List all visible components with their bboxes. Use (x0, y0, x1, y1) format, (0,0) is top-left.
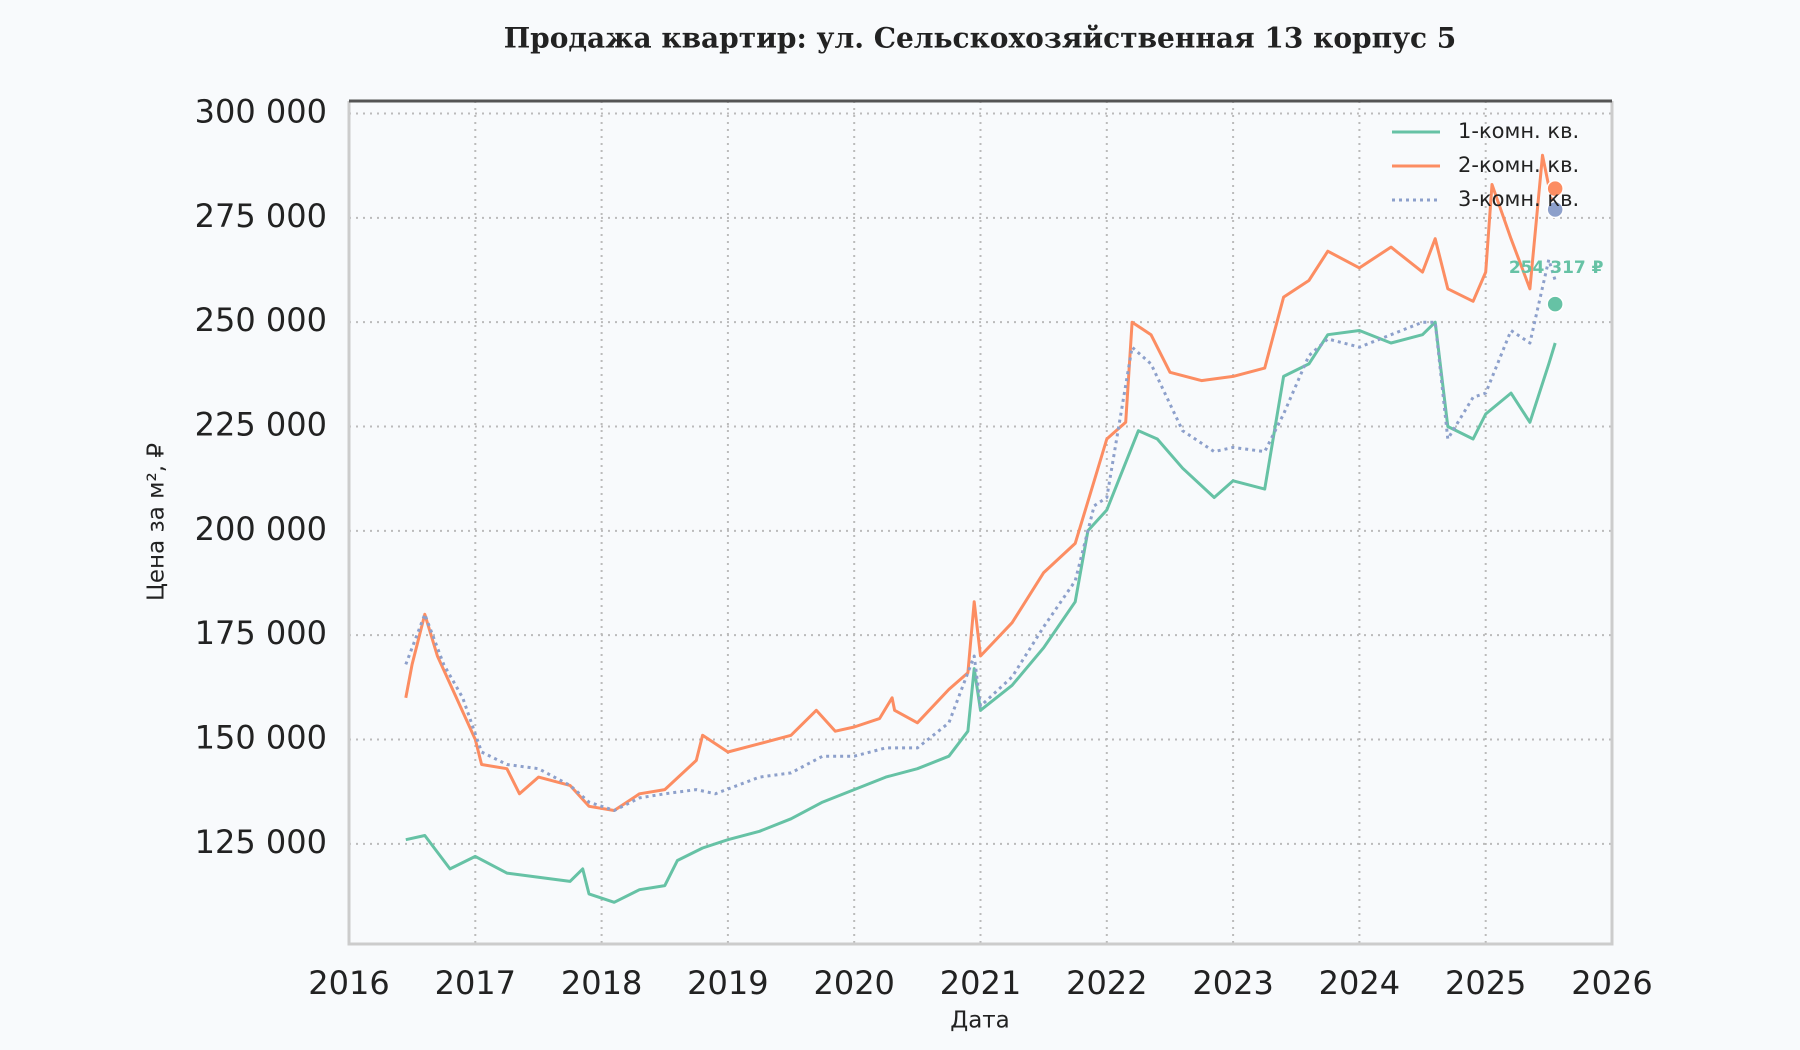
y-tick-label: 200 000 (195, 510, 327, 548)
x-tick-label: 2017 (435, 964, 516, 1002)
x-tick-label: 2022 (1066, 964, 1147, 1002)
end-marker (1546, 200, 1564, 219)
y-tick-label: 225 000 (195, 406, 327, 444)
legend-label: 2-комн. кв. (1458, 153, 1579, 177)
end-marker (1546, 295, 1564, 313)
y-tick-label: 275 000 (195, 197, 327, 235)
annotation: 254 317 ₽ (1509, 258, 1604, 278)
y-tick-label: 150 000 (195, 719, 327, 757)
x-tick-label: 2019 (687, 964, 768, 1002)
x-tick-label: 2026 (1571, 964, 1652, 1002)
y-axis-label: Цена за м², ₽ (144, 443, 170, 601)
series-line (405, 320, 1557, 904)
y-tick-label: 250 000 (195, 301, 327, 339)
x-tick-label: 2024 (1319, 964, 1400, 1002)
chart-title: Продажа квартир: ул. Сельскохозяйственна… (504, 22, 1457, 55)
legend-label: 3-комн. кв. (1458, 187, 1579, 211)
y-tick-label: 300 000 (195, 93, 327, 131)
x-tick-label: 2020 (813, 964, 894, 1002)
series-line (404, 258, 1557, 812)
x-tick-label: 2021 (940, 964, 1021, 1002)
end-marker (1546, 179, 1564, 198)
x-tick-label: 2016 (308, 964, 389, 1002)
x-tick-label: 2018 (561, 964, 642, 1002)
axis-frame (347, 101, 1614, 946)
x-tick-label: 2023 (1192, 964, 1273, 1002)
y-tick-label: 175 000 (195, 614, 327, 652)
x-tick-label: 2025 (1445, 964, 1526, 1002)
x-axis-label: Дата (950, 1008, 1010, 1034)
y-tick-label: 125 000 (195, 823, 327, 861)
series-line (404, 153, 1557, 812)
legend-label: 1-комн. кв. (1458, 119, 1579, 143)
